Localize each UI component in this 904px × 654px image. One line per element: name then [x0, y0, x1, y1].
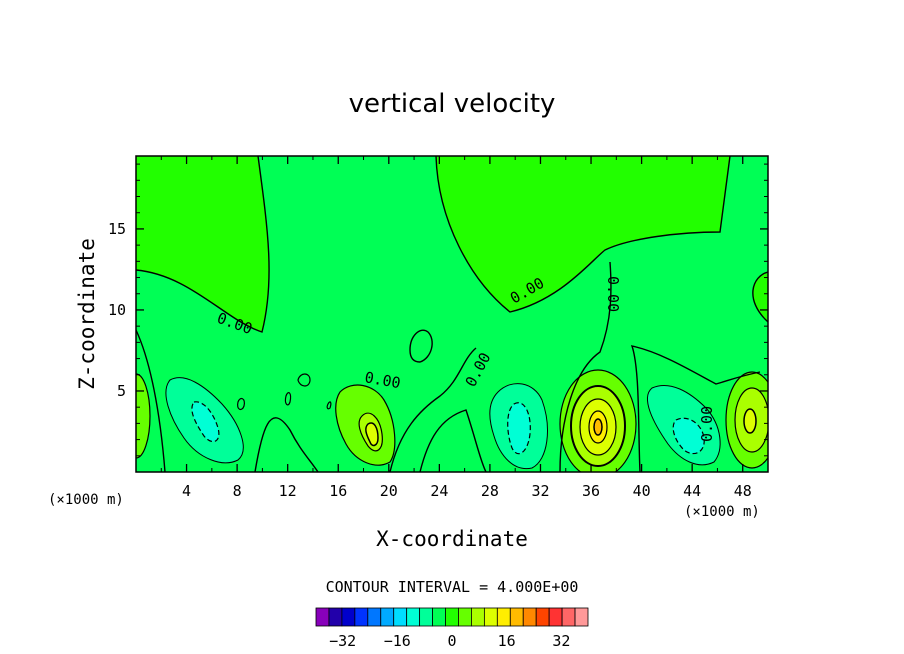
colorbar-tick-label: −16 [384, 632, 411, 650]
y-unit-label: (×1000 m) [684, 504, 760, 520]
colorbar-swatch [574, 607, 589, 627]
negative-cell-3-inner [672, 417, 705, 455]
colorbar-swatch [445, 607, 459, 627]
y-axis-label: Z-coordinate [75, 238, 99, 390]
colorbar-swatch [432, 607, 446, 627]
zero-contour-line-11 [297, 373, 311, 387]
contour-field [136, 156, 768, 472]
x-axis-ticks: 4 8 12 16 20 24 28 32 36 40 44 48 [160, 156, 752, 500]
zero-contour-line-13 [284, 392, 292, 406]
colorbar-swatch [458, 607, 472, 627]
colorbar-swatch [406, 607, 421, 627]
colorbar-tick-label: 16 [498, 632, 516, 650]
zero-contour-line-4 [136, 329, 166, 472]
x-unit-label: (×1000 m) [48, 492, 124, 508]
zero-contour-line-6 [389, 347, 477, 472]
plot-frame [135, 155, 769, 473]
colorbar-swatch [419, 607, 433, 627]
zero-contour-line-12 [237, 397, 245, 411]
x-tick-label: 8 [233, 482, 242, 500]
x-tick-label: 28 [481, 482, 499, 500]
colorbar-swatch [354, 607, 369, 627]
colorbar-swatch [522, 607, 537, 627]
positive-cell-18-core [365, 422, 379, 447]
colorbar-swatch [328, 607, 343, 627]
y-tick-label: 5 [117, 382, 126, 400]
zero-contour-line-1 [136, 156, 270, 333]
zero-contour-line-8 [559, 261, 612, 472]
colorbar-swatch [561, 607, 576, 627]
negative-cell-2-inner [507, 402, 531, 455]
positive-cell-0-l1 [136, 373, 151, 459]
colorbar-swatch [496, 607, 511, 627]
y-axis-ticks: 5 10 15 [108, 163, 768, 457]
colorbar-swatch [315, 607, 330, 627]
colorbar-swatch [380, 607, 395, 627]
x-tick-label: 36 [582, 482, 600, 500]
contour-label: 0.00 [363, 368, 402, 392]
colorbar-swatch [483, 607, 498, 627]
x-tick-label: 20 [380, 482, 398, 500]
contour-label: 0.00 [698, 406, 716, 442]
zero-contour-line-3 [752, 271, 768, 323]
contour-interval-text: CONTOUR INTERVAL = 4.000E+00 [326, 578, 579, 596]
chart-title: vertical velocity [349, 89, 556, 119]
colorbar-swatch [548, 607, 563, 627]
colorbar-swatch [509, 607, 524, 627]
y-tick-label: 15 [108, 220, 126, 238]
colorbar-swatch [393, 607, 408, 627]
y-tick-label: 10 [108, 301, 126, 319]
colorbar-tick-label: −32 [329, 632, 356, 650]
contour-label: 0.00 [604, 276, 622, 312]
x-tick-label: 12 [279, 482, 297, 500]
x-tick-label: 40 [633, 482, 651, 500]
colorbar-swatch [535, 607, 550, 627]
zero-contour-line-7 [419, 409, 487, 472]
x-tick-label: 44 [683, 482, 701, 500]
colorbar-swatch [367, 607, 382, 627]
zero-contour-line-2 [435, 156, 731, 313]
colorbar-swatch [471, 607, 485, 627]
colorbar-swatch [341, 607, 356, 627]
x-axis-label: X-coordinate [376, 527, 528, 551]
x-tick-label: 48 [734, 482, 752, 500]
zero-contour-line-10 [409, 329, 433, 363]
negative-cell-1-inner [191, 401, 220, 443]
x-tick-label: 24 [430, 482, 448, 500]
colorbar: −32 −16 0 16 32 [315, 607, 589, 650]
zero-contour-line-5 [254, 417, 319, 472]
x-tick-label: 16 [329, 482, 347, 500]
positive-cell-49-core [743, 408, 757, 434]
x-tick-label: 32 [531, 482, 549, 500]
colorbar-tick-label: 0 [447, 632, 456, 650]
x-tick-label: 4 [182, 482, 191, 500]
positive-cell-36-core [593, 418, 603, 436]
zero-contour-line-14 [326, 401, 332, 410]
zero-contour-line-9 [630, 345, 761, 472]
colorbar-tick-label: 32 [552, 632, 570, 650]
